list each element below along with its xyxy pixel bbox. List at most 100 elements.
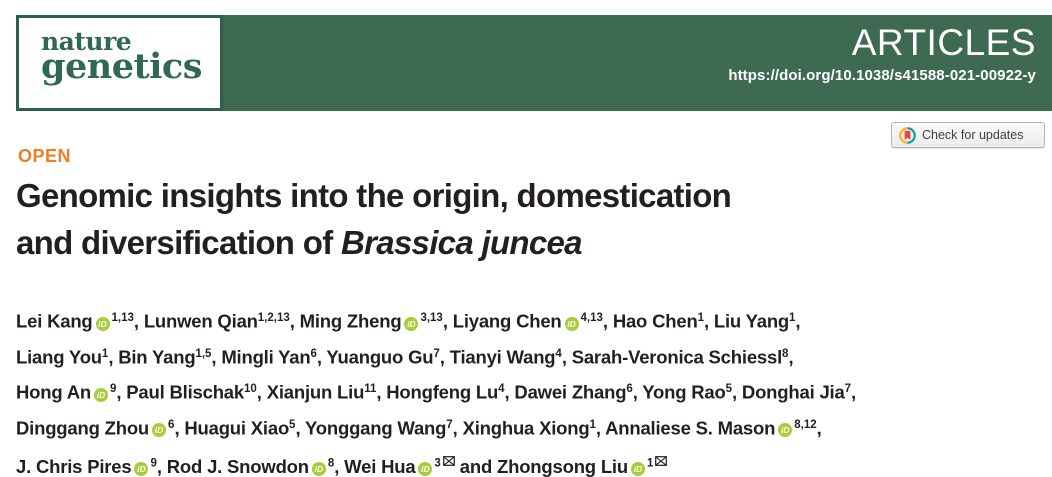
author-name: Wei Hua [344,456,416,477]
author-name: J. Chris Pires [16,456,132,477]
open-access-label: OPEN [18,146,72,166]
author-name: Dinggang Zhou [16,417,150,438]
author-name: Huagui Xiao [184,417,290,438]
separator: , [850,381,856,403]
author-line: Dinggang Zhou iD 6, Huagui Xiao5, Yonggang… [16,409,1040,445]
author-name: Lunwen Qian [143,310,258,332]
doi-link[interactable]: https://doi.org/10.1038/s41588-021-00922… [728,67,1036,84]
title-text: Genomic insights into the origin, domest… [16,177,732,214]
affiliation-superscript: 3 [434,457,441,470]
author-name: Bin Yang [118,346,196,367]
separator: , [116,381,127,403]
separator: , [156,456,167,477]
separator: , [816,417,822,438]
separator: , [334,456,345,477]
affiliation-superscript: 4,13 [580,312,603,324]
separator: , [732,381,742,403]
orcid-icon[interactable]: iD [311,462,326,476]
author-name: Tianyi Wang [449,346,556,367]
affiliation-superscript: 1 [101,347,109,360]
affiliation-superscript: 4 [498,383,505,395]
affiliation-superscript: 8,12 [794,418,817,431]
separator: , [595,417,606,438]
author-line: Lei Kang iD 1,13, Lunwen Qian1,2,13, Ming … [16,302,1040,338]
separator: , [788,346,794,367]
affiliation-superscript: 7 [433,347,440,360]
separator: , [442,310,453,332]
author-name: Dawei Zhang [514,381,627,403]
author-name: Xinghua Xiong [462,417,590,438]
orcid-icon[interactable]: iD [152,423,167,437]
author-name: Lei Kang [16,310,93,332]
affiliation-superscript: 11 [364,383,377,395]
orcid-icon[interactable]: iD [404,316,419,331]
affiliation-superscript: 10 [244,383,257,395]
separator: , [632,381,643,403]
journal-logo[interactable]: nature genetics [16,15,223,111]
orcid-icon[interactable]: iD [95,316,110,331]
author-name: Liu Yang [713,310,790,332]
separator: , [133,310,144,332]
author-name: Annaliese S. Mason [605,417,776,438]
author-name: Xianjun Liu [266,381,365,403]
author-line: J. Chris Pires iD 9, Rod J. Snowdon iD 8, We… [16,444,1040,477]
author-name: Sarah-Veronica Schiessl [571,346,783,367]
affiliation-superscript: 1,5 [195,347,212,360]
affiliation-superscript: 1 [646,457,654,470]
affiliation-superscript: 1,13 [111,312,134,324]
author-name: Liang You [16,346,102,367]
separator: , [211,346,222,367]
affiliation-superscript: 6 [626,383,633,395]
check-for-updates-button[interactable]: Check for updates [891,122,1045,148]
separator: , [316,346,327,367]
email-envelope-icon[interactable] [655,444,668,476]
affiliation-superscript: 5 [725,383,733,395]
author-name: Yuanguo Gu [326,346,434,367]
author-name: Zhongsong Liu [497,456,628,477]
title-line: Genomic insights into the origin, domest… [16,172,1026,219]
crossmark-icon [899,126,916,144]
author-line: Hong An iD 9, Paul Blischak10, Xianjun Liu… [16,373,1040,409]
check-for-updates-label: Check for updates [922,128,1024,142]
separator: , [376,381,387,403]
separator: , [439,346,450,367]
species-name: Brassica juncea [340,224,583,261]
title-text: and diversification of [16,224,341,261]
article-title: Genomic insights into the origin, domest… [16,172,1026,266]
separator: , [602,310,613,332]
orcid-icon[interactable]: iD [564,316,579,331]
orcid-icon[interactable]: iD [778,423,793,437]
affiliation-superscript: 8 [782,347,789,360]
author-name: Rod J. Snowdon [166,456,309,477]
author-name: Yong Rao [642,381,726,403]
author-name: Paul Blischak [126,381,244,403]
separator: , [504,381,515,403]
separator: , [295,417,305,438]
orcid-icon[interactable]: iD [418,462,433,476]
orcid-icon[interactable]: iD [630,462,645,476]
author-name: Ming Zheng [299,310,402,332]
email-envelope-icon[interactable] [442,444,455,476]
affiliation-superscript: 9 [150,457,157,470]
author-list: Lei Kang iD 1,13, Lunwen Qian1,2,13, Ming … [16,302,1040,477]
separator: , [452,417,463,438]
affiliation-superscript: 7 [844,383,851,395]
author-line: Liang You1, Bin Yang1,5, Mingli Yan6, Yu… [16,338,1040,374]
affiliation-superscript: 7 [446,418,453,431]
journal-masthead-banner: nature genetics ARTICLES https://doi.org… [16,15,1052,111]
author-name: Liyang Chen [452,310,562,332]
journal-logo-line1: nature [41,27,132,56]
author-name: Hongfeng Lu [386,381,499,403]
orcid-icon[interactable]: iD [134,462,149,476]
separator: , [795,310,801,332]
orcid-icon[interactable]: iD [93,387,108,402]
separator: , [703,310,714,332]
affiliation-superscript: 1 [789,312,796,324]
affiliation-superscript: 6 [310,347,317,360]
separator: , [289,310,300,332]
title-line: and diversification of Brassica juncea [16,219,1026,266]
separator: and [454,456,497,477]
author-name: Yonggang Wang [305,417,447,438]
affiliation-superscript: 1 [697,312,704,324]
